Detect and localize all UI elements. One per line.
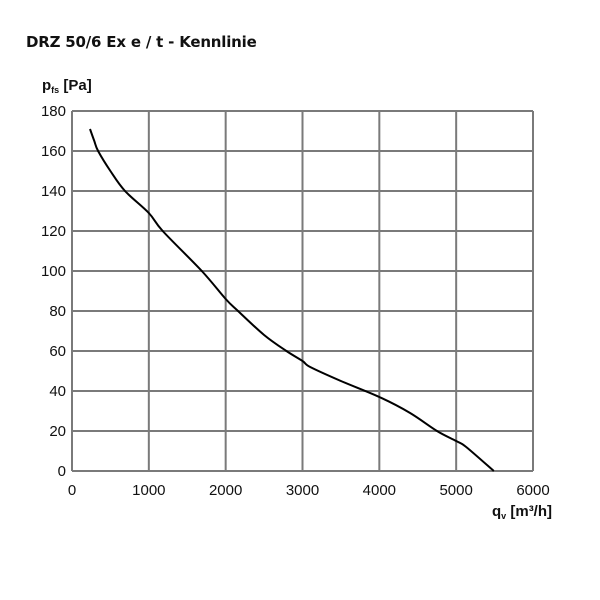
x-tick-label: 2000 xyxy=(209,482,242,499)
y-tick-label: 80 xyxy=(49,303,66,320)
x-axis-unit: [m³/h] xyxy=(510,503,553,520)
x-tick-label: 5000 xyxy=(439,482,472,499)
y-tick-label: 60 xyxy=(49,343,66,360)
tick-labels: 0 1000 2000 3000 4000 5000 6000 0 20 40 60 80 100 120… xyxy=(41,103,550,499)
x-tick-label: 3000 xyxy=(286,482,319,499)
y-tick-label: 160 xyxy=(41,143,66,160)
x-tick-label: 1000 xyxy=(132,482,165,499)
y-tick-label: 140 xyxy=(41,183,66,200)
y-tick-label: 100 xyxy=(41,263,66,280)
y-tick-label: 120 xyxy=(41,223,66,240)
chart-title: DRZ 50/6 Ex e / t - Kennlinie xyxy=(26,33,257,51)
x-axis-label: qv [m³/h] xyxy=(492,503,552,521)
x-tick-label: 4000 xyxy=(363,482,396,499)
x-tick-label: 0 xyxy=(68,482,76,499)
y-tick-label: 40 xyxy=(49,383,66,400)
characteristic-curve xyxy=(89,128,495,472)
grid xyxy=(71,110,534,472)
y-axis-label: pfs [Pa] xyxy=(42,77,92,95)
x-axis-symbol: q xyxy=(492,503,502,520)
x-tick-label: 6000 xyxy=(516,482,549,499)
y-axis-symbol: p xyxy=(42,77,52,94)
y-tick-label: 20 xyxy=(49,423,66,440)
x-axis-subscript: v xyxy=(501,511,507,521)
y-tick-label: 180 xyxy=(41,103,66,120)
y-axis-unit: [Pa] xyxy=(63,77,92,94)
y-tick-label: 0 xyxy=(58,463,66,480)
y-axis-subscript: fs xyxy=(51,85,60,95)
